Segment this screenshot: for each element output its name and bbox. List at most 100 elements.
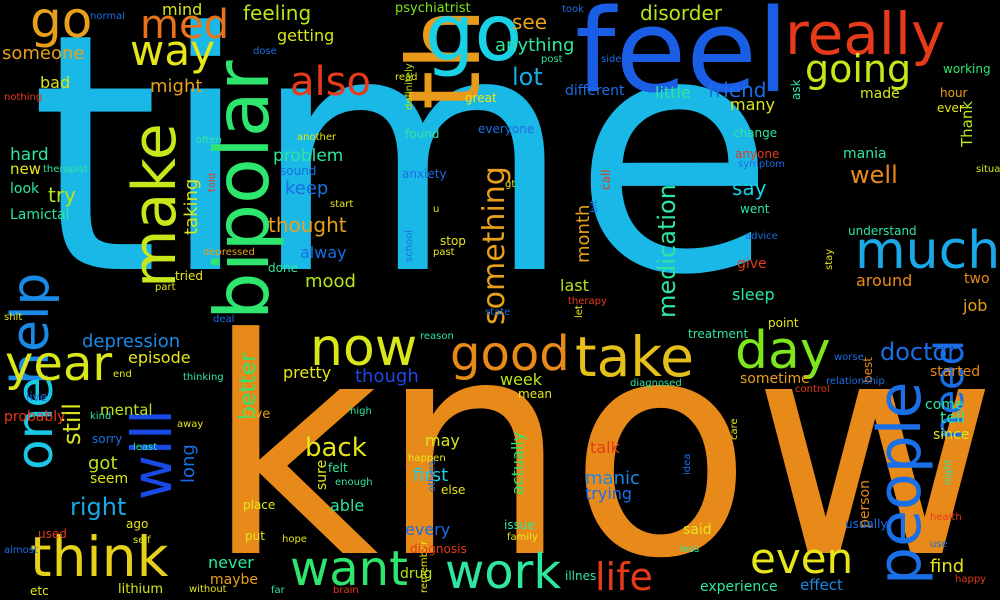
cloud-word: way bbox=[130, 26, 215, 75]
cloud-word: symptom bbox=[738, 159, 785, 170]
cloud-word: episode bbox=[128, 348, 191, 367]
cloud-word: experience bbox=[700, 579, 778, 595]
cloud-word: never bbox=[208, 553, 254, 572]
cloud-word: see bbox=[512, 10, 548, 34]
cloud-word: stop bbox=[440, 234, 466, 248]
cloud-word: med bbox=[140, 2, 229, 48]
cloud-word: will bbox=[120, 409, 184, 500]
cloud-word: even bbox=[750, 534, 854, 583]
cloud-word: lithium bbox=[118, 582, 164, 597]
cloud-word: know bbox=[205, 275, 998, 600]
cloud-word: maybe bbox=[210, 572, 259, 588]
cloud-word: actually bbox=[508, 431, 527, 495]
cloud-word: depression bbox=[82, 331, 181, 352]
cloud-word: little bbox=[655, 83, 691, 102]
cloud-word: without bbox=[189, 584, 227, 595]
cloud-word: almost bbox=[4, 545, 38, 556]
cloud-word: ask bbox=[789, 79, 803, 100]
cloud-word: start bbox=[330, 199, 354, 210]
cloud-word: make bbox=[120, 123, 190, 288]
cloud-word: last bbox=[560, 276, 589, 295]
cloud-word: job bbox=[963, 296, 988, 315]
cloud-word: side bbox=[601, 54, 622, 65]
cloud-word: seem bbox=[90, 471, 129, 487]
cloud-word: look bbox=[10, 181, 40, 197]
cloud-word: understand bbox=[848, 224, 917, 238]
cloud-word: think bbox=[30, 525, 169, 589]
cloud-word: want bbox=[290, 541, 408, 597]
cloud-word: dose bbox=[253, 46, 277, 57]
cloud-word: everyone bbox=[478, 122, 535, 136]
cloud-word: ago bbox=[126, 517, 149, 531]
cloud-word: part bbox=[155, 282, 176, 293]
cloud-word: every bbox=[405, 520, 451, 539]
cloud-word: less bbox=[680, 544, 700, 555]
cloud-word: definitely bbox=[404, 63, 415, 110]
cloud-word: hour bbox=[940, 86, 968, 100]
cloud-word: Lamictal bbox=[10, 207, 70, 223]
cloud-word: though bbox=[355, 366, 419, 387]
cloud-word: therapist bbox=[43, 164, 88, 175]
cloud-word: say bbox=[732, 176, 767, 200]
cloud-word: give bbox=[737, 256, 767, 272]
cloud-word: therapy bbox=[568, 296, 607, 307]
cloud-word: mind bbox=[162, 0, 203, 19]
cloud-word: two bbox=[964, 271, 990, 287]
cloud-word: started bbox=[930, 364, 981, 380]
cloud-word: sometime bbox=[740, 371, 810, 387]
cloud-word: state bbox=[485, 307, 511, 318]
cloud-word: going bbox=[805, 47, 912, 91]
cloud-word: doctor bbox=[880, 338, 958, 366]
cloud-word: friend bbox=[708, 78, 767, 102]
cloud-word: far bbox=[271, 585, 285, 596]
cloud-word: also bbox=[290, 59, 371, 105]
cloud-word: idea bbox=[682, 453, 693, 475]
cloud-word: gt bbox=[505, 179, 516, 190]
cloud-word: shit bbox=[4, 312, 23, 323]
cloud-word: good bbox=[450, 326, 570, 382]
cloud-word: sleep bbox=[732, 285, 775, 304]
cloud-word: hope bbox=[282, 534, 307, 545]
cloud-word: enough bbox=[335, 477, 373, 488]
cloud-word: week bbox=[500, 370, 543, 389]
cloud-word: back bbox=[305, 433, 367, 463]
cloud-word: medication bbox=[653, 184, 681, 318]
cloud-word: love bbox=[243, 407, 271, 422]
cloud-word: find bbox=[930, 556, 965, 577]
cloud-word: pretty bbox=[283, 363, 332, 382]
cloud-word: sorry bbox=[92, 432, 123, 446]
cloud-word: deal bbox=[213, 314, 235, 325]
cloud-word: call bbox=[599, 169, 613, 190]
cloud-word: getting bbox=[277, 26, 335, 45]
cloud-word: day bbox=[735, 321, 831, 381]
cloud-word: since bbox=[933, 427, 970, 443]
cloud-word: feeling bbox=[243, 1, 312, 25]
cloud-word: took bbox=[562, 4, 584, 15]
cloud-word: done bbox=[268, 261, 298, 275]
cloud-word: let bbox=[574, 305, 585, 318]
cloud-word: ever bbox=[937, 101, 964, 115]
cloud-word: advice bbox=[745, 231, 778, 242]
cloud-word: end bbox=[113, 369, 132, 380]
cloud-word: else bbox=[441, 483, 466, 497]
cloud-word: probably bbox=[4, 409, 66, 425]
cloud-word: sure bbox=[314, 459, 330, 490]
cloud-word: might bbox=[150, 76, 203, 97]
cloud-word: got bbox=[88, 453, 118, 474]
cloud-word: mania bbox=[843, 146, 887, 162]
cloud-word: high bbox=[350, 406, 372, 417]
cloud-word: drug bbox=[400, 566, 433, 582]
cloud-word: work bbox=[445, 544, 562, 600]
cloud-word: people bbox=[865, 381, 935, 585]
cloud-word: control bbox=[795, 384, 830, 395]
cloud-word: care bbox=[729, 418, 740, 440]
cloud-word: able bbox=[330, 496, 365, 515]
cloud-word: thought bbox=[268, 213, 347, 237]
cloud-word: feel bbox=[575, 0, 789, 119]
cloud-word: anxiety bbox=[402, 167, 447, 181]
cloud-word: mean bbox=[518, 387, 553, 401]
cloud-word: treatment bbox=[688, 327, 749, 341]
cloud-word: usually bbox=[845, 517, 888, 531]
cloud-word: long bbox=[178, 444, 199, 483]
